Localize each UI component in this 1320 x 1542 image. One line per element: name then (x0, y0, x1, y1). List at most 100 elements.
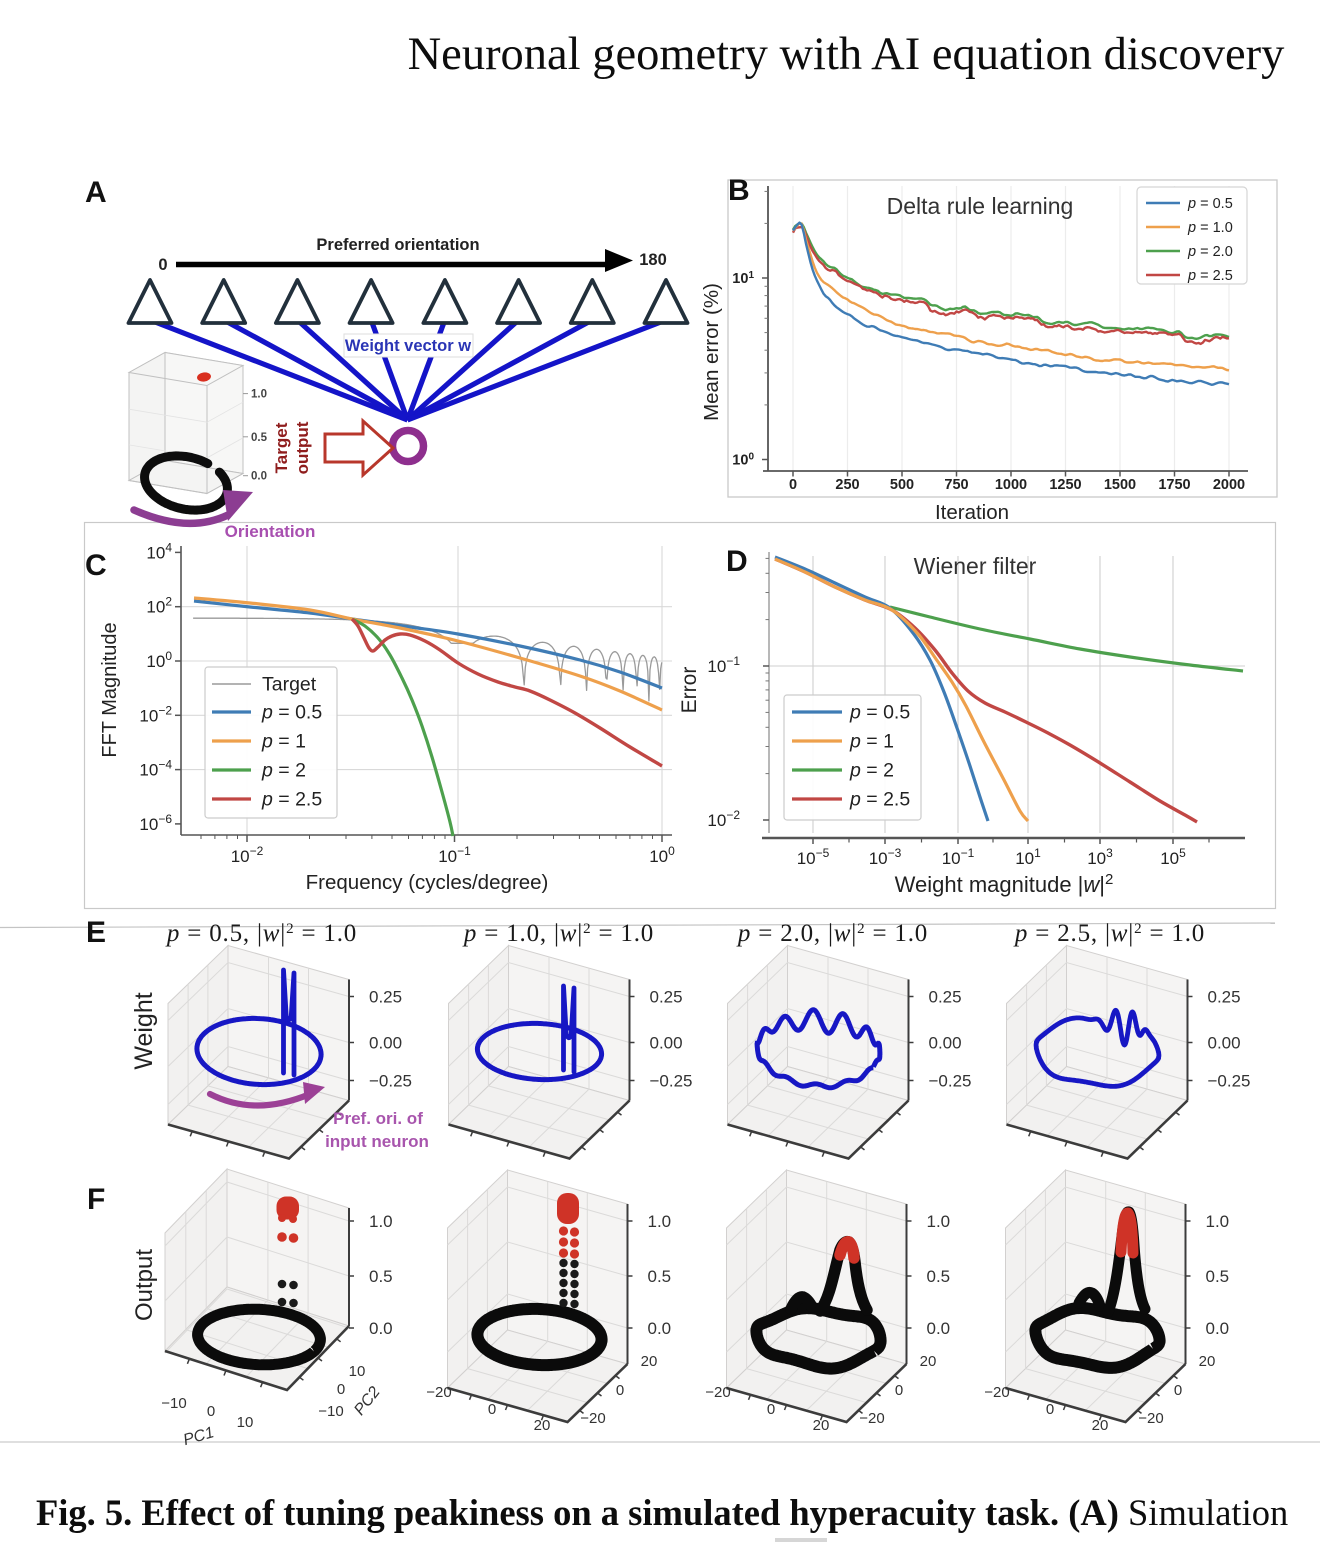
svg-text:Error: Error (678, 667, 701, 714)
svg-text:0: 0 (207, 1403, 215, 1420)
svg-text:Weight vector w: Weight vector w (345, 337, 471, 355)
svg-text:10−2: 10−2 (231, 844, 264, 866)
svg-text:A: A (85, 176, 107, 209)
svg-text:p = 0.5, |w|2 = 1.0: p = 0.5, |w|2 = 1.0 (165, 920, 357, 947)
svg-text:0.00: 0.00 (369, 1034, 402, 1053)
svg-text:1.0: 1.0 (369, 1212, 393, 1231)
svg-text:1500: 1500 (1104, 477, 1136, 493)
svg-text:Delta rule learning: Delta rule learning (887, 193, 1074, 219)
svg-text:0.00: 0.00 (929, 1034, 962, 1053)
svg-text:103: 103 (1087, 846, 1113, 868)
svg-text:20: 20 (920, 1353, 937, 1370)
svg-text:Mean error (%): Mean error (%) (700, 283, 723, 421)
svg-text:10−2: 10−2 (139, 703, 172, 725)
svg-text:0.00: 0.00 (1208, 1034, 1241, 1053)
svg-text:p = 1.0, |w|2 = 1.0: p = 1.0, |w|2 = 1.0 (462, 920, 654, 947)
svg-text:105: 105 (1160, 846, 1186, 868)
svg-text:101: 101 (1015, 846, 1041, 868)
svg-text:1250: 1250 (1049, 477, 1081, 493)
svg-text:p = 0.5: p = 0.5 (849, 702, 910, 724)
svg-text:D: D (726, 545, 748, 578)
svg-text:0.00: 0.00 (650, 1034, 683, 1053)
svg-text:−20: −20 (426, 1384, 451, 1401)
svg-text:20: 20 (813, 1417, 830, 1434)
svg-text:0.0: 0.0 (1206, 1319, 1230, 1338)
svg-text:B: B (728, 174, 750, 207)
svg-text:0: 0 (488, 1401, 496, 1418)
svg-text:p = 2.0, |w|2 = 1.0: p = 2.0, |w|2 = 1.0 (736, 920, 928, 947)
svg-text:100: 100 (649, 844, 675, 866)
svg-text:p = 2.5: p = 2.5 (1187, 268, 1233, 284)
svg-text:250: 250 (835, 477, 859, 493)
svg-text:10−4: 10−4 (139, 758, 172, 780)
svg-text:102: 102 (146, 595, 172, 617)
svg-text:10−1: 10−1 (942, 846, 975, 868)
svg-text:−20: −20 (984, 1384, 1009, 1401)
svg-text:PC1: PC1 (181, 1424, 216, 1449)
svg-text:10−3: 10−3 (869, 846, 902, 868)
svg-text:2000: 2000 (1213, 477, 1245, 493)
svg-text:0.25: 0.25 (650, 988, 683, 1007)
svg-text:−20: −20 (1138, 1410, 1163, 1427)
svg-text:0: 0 (158, 256, 167, 274)
svg-text:E: E (86, 916, 106, 949)
svg-text:Fig. 5. Effect of tuning peaki: Fig. 5. Effect of tuning peakiness on a … (36, 1492, 1288, 1533)
svg-text:−0.25: −0.25 (650, 1072, 693, 1091)
svg-text:1000: 1000 (995, 477, 1027, 493)
svg-text:1750: 1750 (1158, 477, 1190, 493)
svg-text:10−2: 10−2 (707, 808, 740, 830)
svg-text:p = 2.5: p = 2.5 (849, 789, 910, 811)
svg-text:p = 2.5: p = 2.5 (261, 789, 322, 811)
svg-text:Weight magnitude |w|2: Weight magnitude |w|2 (895, 871, 1114, 898)
svg-text:C: C (85, 549, 107, 582)
svg-text:Frequency (cycles/degree): Frequency (cycles/degree) (306, 871, 549, 894)
svg-text:Target: Target (262, 674, 317, 696)
svg-text:Wiener filter: Wiener filter (914, 553, 1037, 579)
svg-text:20: 20 (1092, 1417, 1109, 1434)
svg-text:0: 0 (895, 1382, 903, 1399)
svg-text:Output: Output (131, 1249, 158, 1321)
svg-text:10−1: 10−1 (438, 844, 471, 866)
svg-text:10−1: 10−1 (707, 654, 740, 676)
svg-text:−10: −10 (161, 1395, 186, 1412)
svg-text:0.0: 0.0 (648, 1319, 672, 1338)
svg-text:−10: −10 (318, 1403, 343, 1420)
svg-text:20: 20 (534, 1417, 551, 1434)
svg-text:Weight: Weight (130, 992, 158, 1069)
svg-text:500: 500 (890, 477, 914, 493)
svg-text:input neuron: input neuron (325, 1132, 429, 1151)
svg-text:−20: −20 (705, 1384, 730, 1401)
svg-text:10−5: 10−5 (797, 846, 830, 868)
svg-text:1.0: 1.0 (251, 389, 267, 401)
svg-text:0.0: 0.0 (369, 1319, 393, 1338)
svg-text:p = 1: p = 1 (261, 731, 306, 753)
svg-text:output: output (293, 421, 312, 474)
svg-text:p = 2.0: p = 2.0 (1187, 244, 1233, 260)
svg-text:1.0: 1.0 (927, 1212, 951, 1231)
svg-text:Pref. ori. of: Pref. ori. of (333, 1109, 423, 1128)
svg-text:0.0: 0.0 (251, 471, 267, 483)
svg-text:F: F (87, 1183, 105, 1216)
svg-text:p = 0.5: p = 0.5 (261, 702, 322, 724)
svg-text:FFT Magnitude: FFT Magnitude (99, 622, 121, 757)
svg-text:0.5: 0.5 (927, 1267, 951, 1286)
svg-text:100: 100 (146, 649, 172, 671)
svg-text:0: 0 (1174, 1382, 1182, 1399)
svg-text:0: 0 (789, 477, 797, 493)
svg-text:−0.25: −0.25 (369, 1072, 412, 1091)
svg-text:Neuronal geometry with AI equa: Neuronal geometry with AI equation disco… (408, 29, 1286, 80)
svg-text:0: 0 (767, 1401, 775, 1418)
svg-text:10: 10 (237, 1414, 254, 1431)
svg-text:750: 750 (944, 477, 968, 493)
svg-text:0.5: 0.5 (1206, 1267, 1230, 1286)
svg-text:0.25: 0.25 (929, 988, 962, 1007)
svg-text:Iteration: Iteration (935, 501, 1009, 524)
svg-text:20: 20 (641, 1353, 658, 1370)
svg-text:104: 104 (146, 540, 172, 562)
svg-text:0.25: 0.25 (369, 988, 402, 1007)
svg-text:0.5: 0.5 (251, 432, 268, 444)
svg-text:Preferred orientation: Preferred orientation (316, 236, 479, 254)
svg-text:180: 180 (639, 251, 667, 269)
svg-text:−20: −20 (859, 1410, 884, 1427)
svg-text:Orientation: Orientation (225, 522, 316, 541)
